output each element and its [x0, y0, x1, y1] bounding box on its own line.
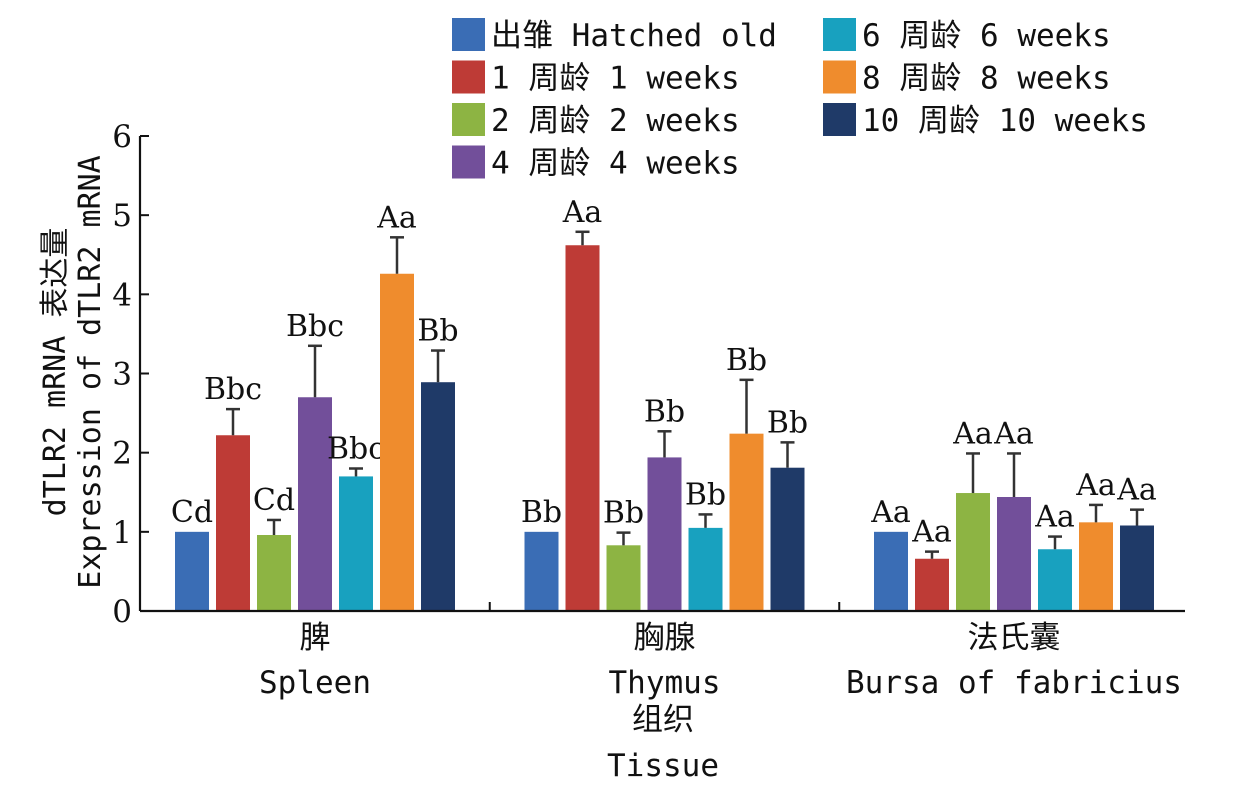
significance-label: Bb	[521, 495, 562, 530]
bar	[997, 497, 1031, 611]
x-group-label-en: Spleen	[259, 665, 371, 701]
y-axis-title: dTLR2 mRNA 表达量 Expression of dTLR2 mRNA	[38, 155, 108, 588]
legend-label: 10 周龄 10 weeks	[862, 103, 1148, 139]
significance-label: Aa	[870, 495, 911, 530]
y-axis-title-cn: dTLR2 mRNA 表达量	[38, 228, 73, 517]
bar	[688, 527, 723, 611]
x-group-label-cn: 胸腺	[634, 620, 696, 656]
significance-label: Aa	[911, 515, 952, 550]
significance-label: Bbc	[327, 432, 385, 467]
bar	[175, 531, 209, 611]
y-tick-label: 5	[112, 198, 132, 234]
legend-label: 4 周龄 4 weeks	[491, 146, 740, 182]
bar	[1038, 549, 1072, 611]
x-axis-title-cn: 组织	[632, 702, 694, 738]
bar	[956, 493, 990, 611]
significance-label: Aa	[562, 195, 603, 230]
significance-label: Aa	[376, 200, 417, 235]
significance-label: Bb	[417, 314, 458, 349]
bar	[524, 531, 559, 611]
legend-swatch	[823, 18, 856, 51]
bar	[339, 476, 373, 611]
bar	[874, 531, 908, 611]
legend-swatch	[452, 18, 485, 51]
y-axis-title-en: Expression of dTLR2 mRNA	[73, 155, 108, 588]
y-tick-label: 1	[112, 515, 132, 551]
y-tick-label: 6	[112, 119, 132, 155]
significance-label: Aa	[993, 416, 1034, 451]
bar	[565, 245, 600, 611]
legend-label: 1 周龄 1 weeks	[491, 61, 740, 97]
bar	[647, 457, 682, 611]
legend-label: 2 周龄 2 weeks	[491, 103, 740, 139]
significance-label: Bbc	[204, 372, 262, 407]
legend-swatch	[452, 103, 485, 136]
significance-label: Aa	[952, 416, 993, 451]
bar	[1120, 525, 1154, 611]
bar	[421, 382, 455, 611]
legend-swatch	[823, 60, 856, 94]
legend-label: 出雏 Hatched old	[491, 18, 777, 54]
legend-swatch	[823, 103, 856, 136]
legend-swatch	[452, 145, 485, 179]
x-group-label-en: Bursa of fabricius	[846, 665, 1182, 701]
significance-label: Bb	[603, 496, 644, 531]
y-tick-label: 0	[112, 594, 132, 630]
bar	[380, 273, 414, 611]
legend-label: 6 周龄 6 weeks	[862, 18, 1111, 54]
x-group-label-cn: 法氏囊	[968, 620, 1061, 656]
significance-label: Aa	[1034, 500, 1075, 535]
bar	[257, 535, 291, 611]
bar	[216, 435, 250, 611]
significance-label: Cd	[253, 483, 295, 518]
axes: 0 1 2 3 4 5 6 脾 Spleen 胸腺 Thymus 法氏囊 Bursa of fabric…	[112, 119, 1185, 701]
x-axis-title-en: Tissue	[607, 748, 719, 784]
legend: 出雏 Hatched old 1 周龄 1 weeks 2 周龄 2 weeks 4 …	[452, 18, 1148, 182]
y-tick-label: 2	[112, 436, 132, 472]
y-tick-label: 4	[112, 277, 132, 313]
significance-label: Cd	[171, 495, 213, 530]
bar	[606, 545, 641, 611]
bar	[1079, 522, 1113, 611]
significance-label: Bb	[726, 343, 767, 378]
legend-swatch	[452, 60, 485, 94]
x-group-label-en: Thymus	[609, 665, 721, 701]
bar	[770, 467, 805, 611]
significance-label: Bb	[644, 394, 685, 429]
y-tick-label: 3	[112, 357, 132, 393]
bar	[915, 558, 949, 611]
significance-label: Bb	[685, 477, 726, 512]
significance-label: Aa	[1116, 473, 1157, 508]
significance-label: Bbc	[286, 309, 344, 344]
x-group-label-cn: 脾	[300, 620, 331, 656]
significance-label: Bb	[767, 405, 808, 440]
significance-label: Aa	[1075, 468, 1116, 503]
legend-label: 8 周龄 8 weeks	[862, 61, 1111, 97]
bar	[729, 433, 764, 611]
bar	[298, 397, 332, 611]
